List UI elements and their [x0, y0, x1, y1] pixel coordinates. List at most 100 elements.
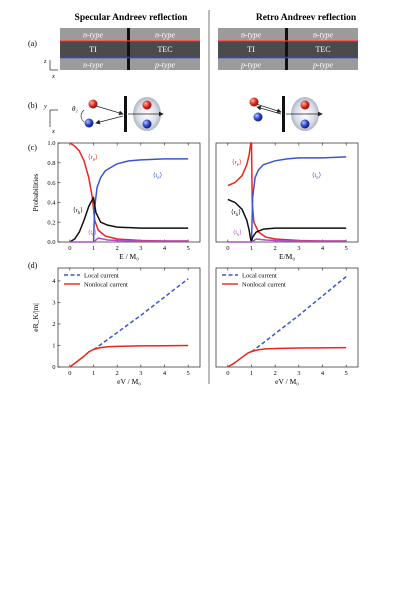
- legend-label: Nonlocal current: [84, 281, 128, 288]
- layer-mid-right: [288, 41, 358, 57]
- x-tick-label: 2: [116, 370, 119, 377]
- hole-ball: [142, 119, 152, 129]
- x-axis-label: eV / M₀: [275, 377, 299, 386]
- series-line: [227, 198, 347, 243]
- layer-label: TEC: [157, 45, 172, 54]
- curve-label-t-h: ⟨th⟩: [233, 229, 242, 237]
- angle-arc: [80, 109, 85, 123]
- layer-label: p-type: [154, 61, 175, 70]
- x-tick-label: 5: [187, 245, 190, 252]
- layer-label: n-type: [155, 31, 175, 40]
- x-tick-label: 4: [321, 245, 325, 252]
- x-tick-label: 1: [92, 245, 95, 252]
- curve-label-r-e: ⟨re⟩: [88, 154, 97, 163]
- axis-letter-x: x: [51, 73, 55, 80]
- x-tick-label: 0: [68, 370, 71, 377]
- layer-mid-left: [218, 41, 285, 57]
- layer-label: n-type: [83, 31, 103, 40]
- x-tick-label: 5: [187, 370, 190, 377]
- y-tick-label: 0.4: [47, 200, 56, 207]
- layer-mid-right: [130, 41, 200, 57]
- x-tick-label: 1: [250, 370, 253, 377]
- panel-label-b: (b): [28, 101, 38, 110]
- y-tick-label: 0.8: [47, 160, 55, 167]
- hole-ball: [300, 119, 310, 129]
- x-tick-label: 4: [321, 370, 325, 377]
- series-line: [227, 238, 347, 243]
- incident-arrow: [255, 103, 282, 114]
- x-tick-label: 1: [250, 245, 253, 252]
- hole-ball: [84, 118, 94, 128]
- x-tick-label: 4: [163, 245, 167, 252]
- layer-bot-right: [288, 58, 358, 70]
- x-axis-label: E / M₀: [119, 252, 139, 261]
- right-column-title: Retro Andreev reflection: [256, 13, 357, 23]
- reflected-arrow: [256, 105, 282, 115]
- series-line: [251, 276, 347, 353]
- reflected-arrow: [95, 115, 124, 125]
- layer-bot-left: [60, 58, 127, 70]
- layer-label: p-type: [312, 61, 333, 70]
- x-tick-label: 1: [92, 370, 95, 377]
- y-tick-label: 2: [52, 321, 55, 328]
- layer-top-right: [130, 28, 200, 40]
- layer-label: TEC: [315, 45, 330, 54]
- x-tick-label: 2: [274, 245, 277, 252]
- layer-bot-left: [218, 58, 285, 70]
- chart-c-right: 0 1 2 3 4 5 E/M₀: [215, 142, 359, 261]
- layer-bot-right: [130, 58, 200, 70]
- x-tick-label: 5: [345, 370, 348, 377]
- layer-label: TI: [89, 45, 97, 54]
- legend-label: Local current: [84, 272, 119, 279]
- curve-label-r-h: ⟨rh⟩: [231, 209, 241, 218]
- barrier: [127, 28, 130, 70]
- plot-frame: [215, 267, 359, 368]
- series-line: [92, 158, 189, 243]
- layer-top-left: [60, 28, 127, 40]
- x-axis-label: eV / M₀: [117, 377, 141, 386]
- series-line: [69, 237, 189, 243]
- y-axis-label: Probabilities: [31, 173, 40, 211]
- curve-label-r-h: ⟨rh⟩: [73, 207, 83, 216]
- theta-label: θ₁: [72, 105, 78, 113]
- x-tick-label: 2: [116, 245, 119, 252]
- y-tick-label: 0.6: [47, 180, 56, 187]
- left-column-title: Specular Andreev reflection: [75, 13, 189, 23]
- layer-top-right: [288, 28, 358, 40]
- plot-frame: [215, 142, 359, 243]
- x-tick-label: 0: [68, 245, 71, 252]
- y-tick-label: 0: [52, 364, 55, 371]
- layer-label: TI: [247, 45, 255, 54]
- panel-a-right: n-type n-type TI TEC p-type p-type: [218, 28, 358, 70]
- electron-ball: [300, 100, 310, 110]
- layer-label: n-type: [241, 31, 261, 40]
- series-line: [69, 196, 189, 243]
- curve-label-t-e: ⟨te⟩: [312, 172, 321, 181]
- panel-b-left: y x θ₁: [43, 96, 164, 135]
- y-tick-label: 1.0: [47, 140, 55, 147]
- panel-b-right: [249, 96, 323, 132]
- curve-label-r-e: ⟨re⟩: [232, 159, 241, 168]
- layer-label: n-type: [83, 61, 103, 70]
- series-line: [227, 346, 347, 368]
- panel-label-c: (c): [28, 143, 37, 152]
- panel-label-a: (a): [28, 39, 37, 48]
- axis-letter-z: z: [43, 58, 47, 65]
- x-tick-label: 3: [139, 245, 142, 252]
- x-tick-label: 0: [226, 245, 229, 252]
- electron-ball: [142, 100, 152, 110]
- chart-d-left: 0 1 2 3 4 5 0 1 2 3 4 eV / M₀ eR_K/|m| Local current N…: [31, 267, 201, 386]
- y-tick-label: 0.2: [47, 219, 55, 226]
- axis-letter-x: x: [51, 128, 55, 135]
- series-line: [250, 156, 347, 243]
- barrier: [282, 96, 285, 132]
- electron-ball: [88, 99, 98, 109]
- curve-label-t-e: ⟨te⟩: [153, 172, 162, 181]
- barrier: [124, 96, 127, 132]
- x-axis-label: E/M₀: [279, 252, 295, 261]
- x-tick-label: 5: [345, 245, 348, 252]
- electron-ball: [249, 97, 259, 107]
- chart-c-left: 0 1 2 3 4 5 0.0 0.2 0.4 0.6 0.8 1.0 E / M₀ Probabilit…: [31, 140, 201, 261]
- x-tick-label: 2: [274, 370, 277, 377]
